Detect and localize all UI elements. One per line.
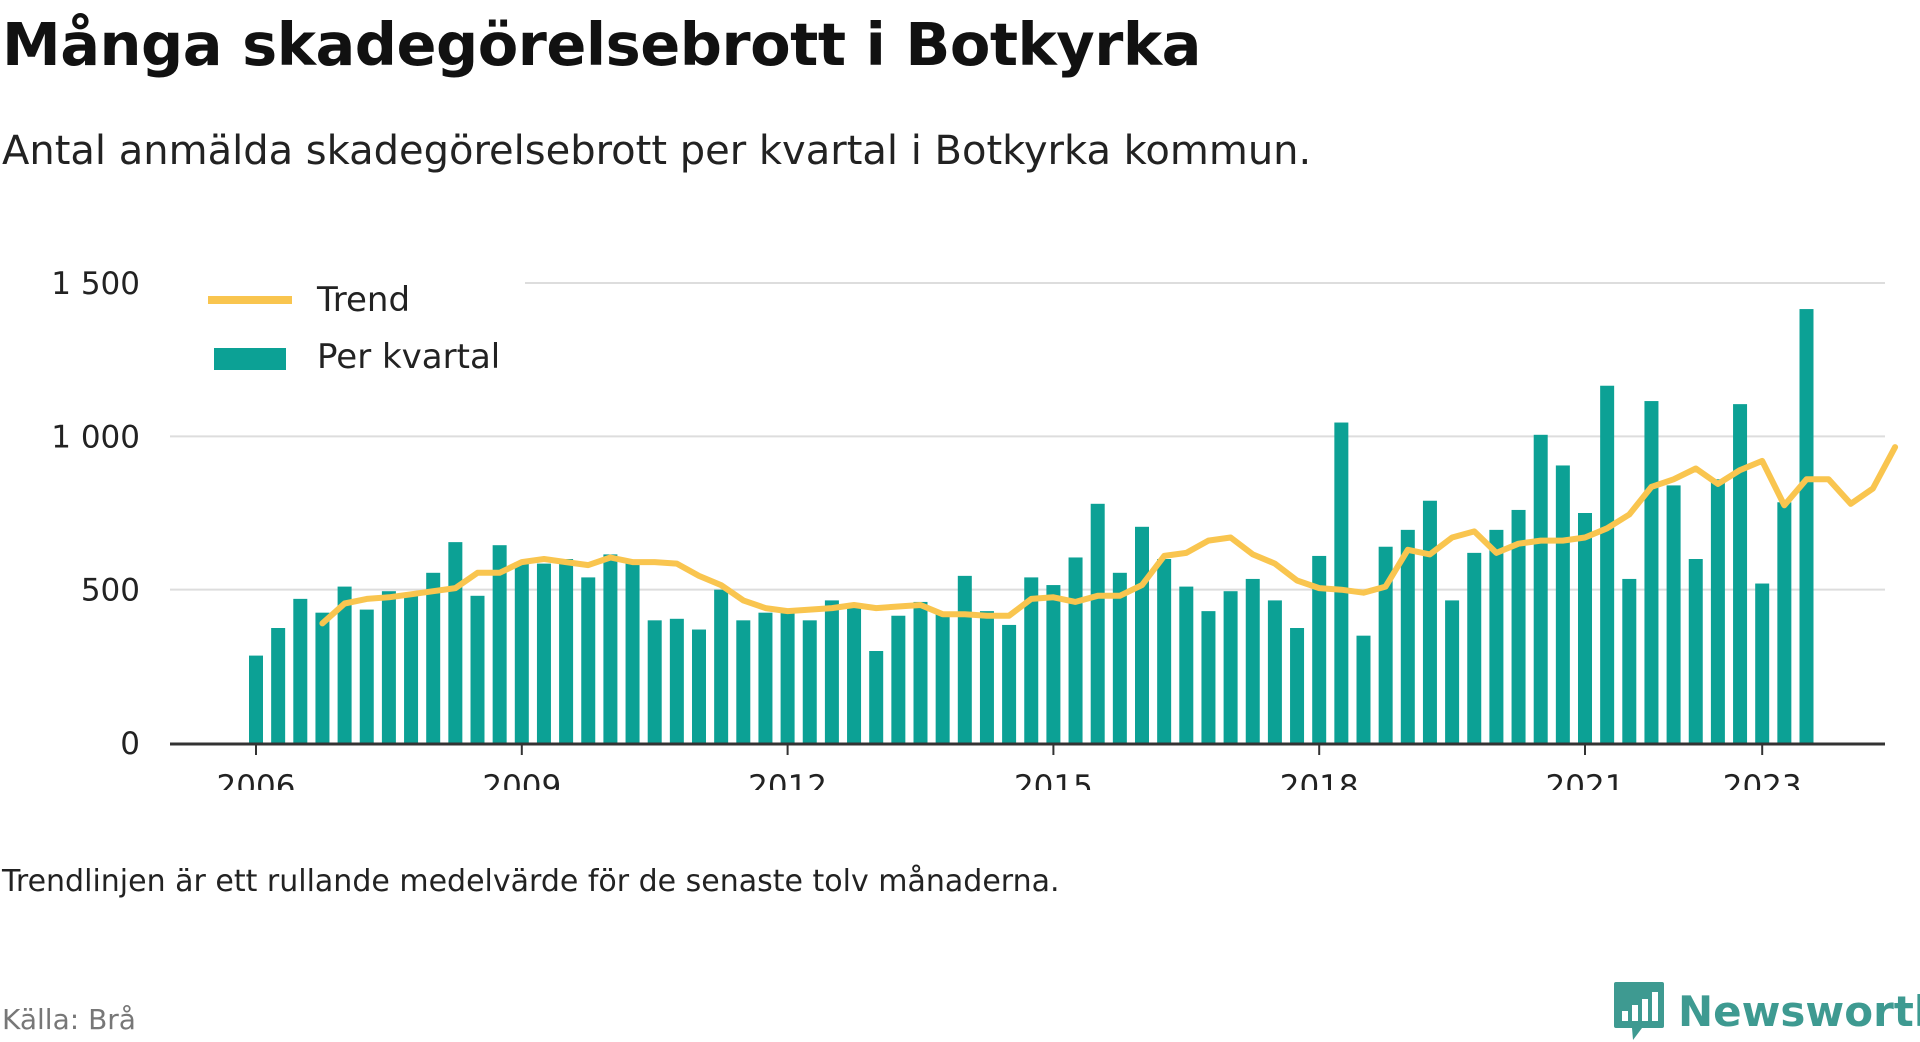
bar xyxy=(1422,500,1437,743)
bar xyxy=(647,620,662,743)
bar xyxy=(1267,600,1282,743)
bar xyxy=(780,611,795,743)
bar xyxy=(1290,628,1305,743)
bar xyxy=(1334,422,1349,743)
bar-chart-speech-bubble-icon xyxy=(1614,982,1664,1040)
bar xyxy=(536,563,551,743)
bar xyxy=(1179,586,1194,743)
bar xyxy=(359,609,374,743)
bar xyxy=(957,575,972,743)
bar xyxy=(669,618,684,743)
bar xyxy=(271,628,286,743)
chart-subtitle: Antal anmälda skadegörelsebrott per kvar… xyxy=(2,128,1312,174)
x-tick-label: 2006 xyxy=(217,769,296,790)
bar xyxy=(1710,479,1725,743)
x-tick-label: 2012 xyxy=(748,769,827,790)
bar xyxy=(1046,585,1061,743)
bar xyxy=(1799,309,1814,743)
bar xyxy=(1090,503,1105,743)
bar xyxy=(1688,559,1703,743)
bar xyxy=(1511,509,1526,743)
bar xyxy=(1644,401,1659,743)
bar xyxy=(1135,526,1149,743)
bar xyxy=(381,591,396,743)
bar xyxy=(492,545,507,743)
bar xyxy=(1489,529,1504,743)
bar xyxy=(1467,552,1482,743)
bar xyxy=(1002,624,1017,743)
bar xyxy=(1578,513,1592,743)
bar xyxy=(1024,577,1039,743)
bar xyxy=(1112,572,1127,743)
bar xyxy=(692,629,706,743)
bar xyxy=(1356,635,1371,743)
bar xyxy=(1733,404,1748,743)
bar xyxy=(1201,611,1216,743)
y-tick-label: 1 000 xyxy=(51,419,140,455)
y-tick-label: 500 xyxy=(81,573,140,609)
chart-title: Många skadegörelsebrott i Botkyrka xyxy=(2,10,1201,79)
bar xyxy=(1533,434,1548,743)
x-tick-label: 2018 xyxy=(1280,769,1359,790)
bar xyxy=(1312,555,1327,743)
brand-name: Newsworthy xyxy=(1678,986,1920,1036)
x-tick-label: 2023 xyxy=(1723,769,1802,790)
bar xyxy=(824,600,839,743)
bar xyxy=(249,655,263,743)
bar xyxy=(581,577,596,743)
bar xyxy=(736,620,751,743)
legend-label-trend: Trend xyxy=(316,280,410,320)
bar xyxy=(913,601,928,743)
source-credit: Källa: Brå xyxy=(2,1003,136,1036)
bar xyxy=(891,615,906,743)
bar xyxy=(1245,578,1260,743)
x-tick-label: 2015 xyxy=(1014,769,1093,790)
bar xyxy=(1600,385,1615,743)
y-tick-label: 0 xyxy=(120,726,140,762)
bar xyxy=(603,554,618,743)
bar xyxy=(1622,578,1637,743)
bar xyxy=(470,595,485,743)
bar xyxy=(1068,557,1083,743)
x-tick-label: 2021 xyxy=(1546,769,1625,790)
legend-swatch-per-kvartal xyxy=(214,348,286,370)
bar xyxy=(758,612,773,743)
bar xyxy=(293,598,308,743)
bar xyxy=(1223,591,1238,743)
bar xyxy=(714,589,729,743)
bar xyxy=(1555,465,1570,743)
bar xyxy=(935,612,950,743)
y-tick-label: 1 500 xyxy=(51,266,140,302)
bar xyxy=(869,651,884,743)
trend-line xyxy=(319,444,1899,627)
bar xyxy=(448,542,463,743)
bar xyxy=(337,586,352,743)
chart-note: Trendlinjen är ett rullande medelvärde f… xyxy=(2,864,1060,899)
brand-logo: Newsworthy xyxy=(1612,980,1920,1042)
bar xyxy=(1777,502,1792,743)
bar xyxy=(1666,485,1681,743)
bar xyxy=(847,603,862,743)
legend-label-per-kvartal: Per kvartal xyxy=(317,337,500,377)
bar xyxy=(1755,583,1770,743)
bar xyxy=(514,562,529,743)
bar xyxy=(1445,600,1460,743)
bar xyxy=(1378,546,1393,743)
x-tick-label: 2009 xyxy=(482,769,561,790)
bar xyxy=(1157,559,1172,743)
bar xyxy=(625,562,640,743)
bar xyxy=(315,612,330,743)
bar xyxy=(802,620,817,743)
bar xyxy=(404,594,419,743)
bar xyxy=(559,559,574,743)
bar xyxy=(426,572,441,743)
bar xyxy=(979,611,994,743)
bar xyxy=(1400,529,1415,743)
bar-line-chart: 0 500 1 000 1 500 2006 2009 2012 2015 2018 2021 20… xyxy=(51,230,1899,790)
